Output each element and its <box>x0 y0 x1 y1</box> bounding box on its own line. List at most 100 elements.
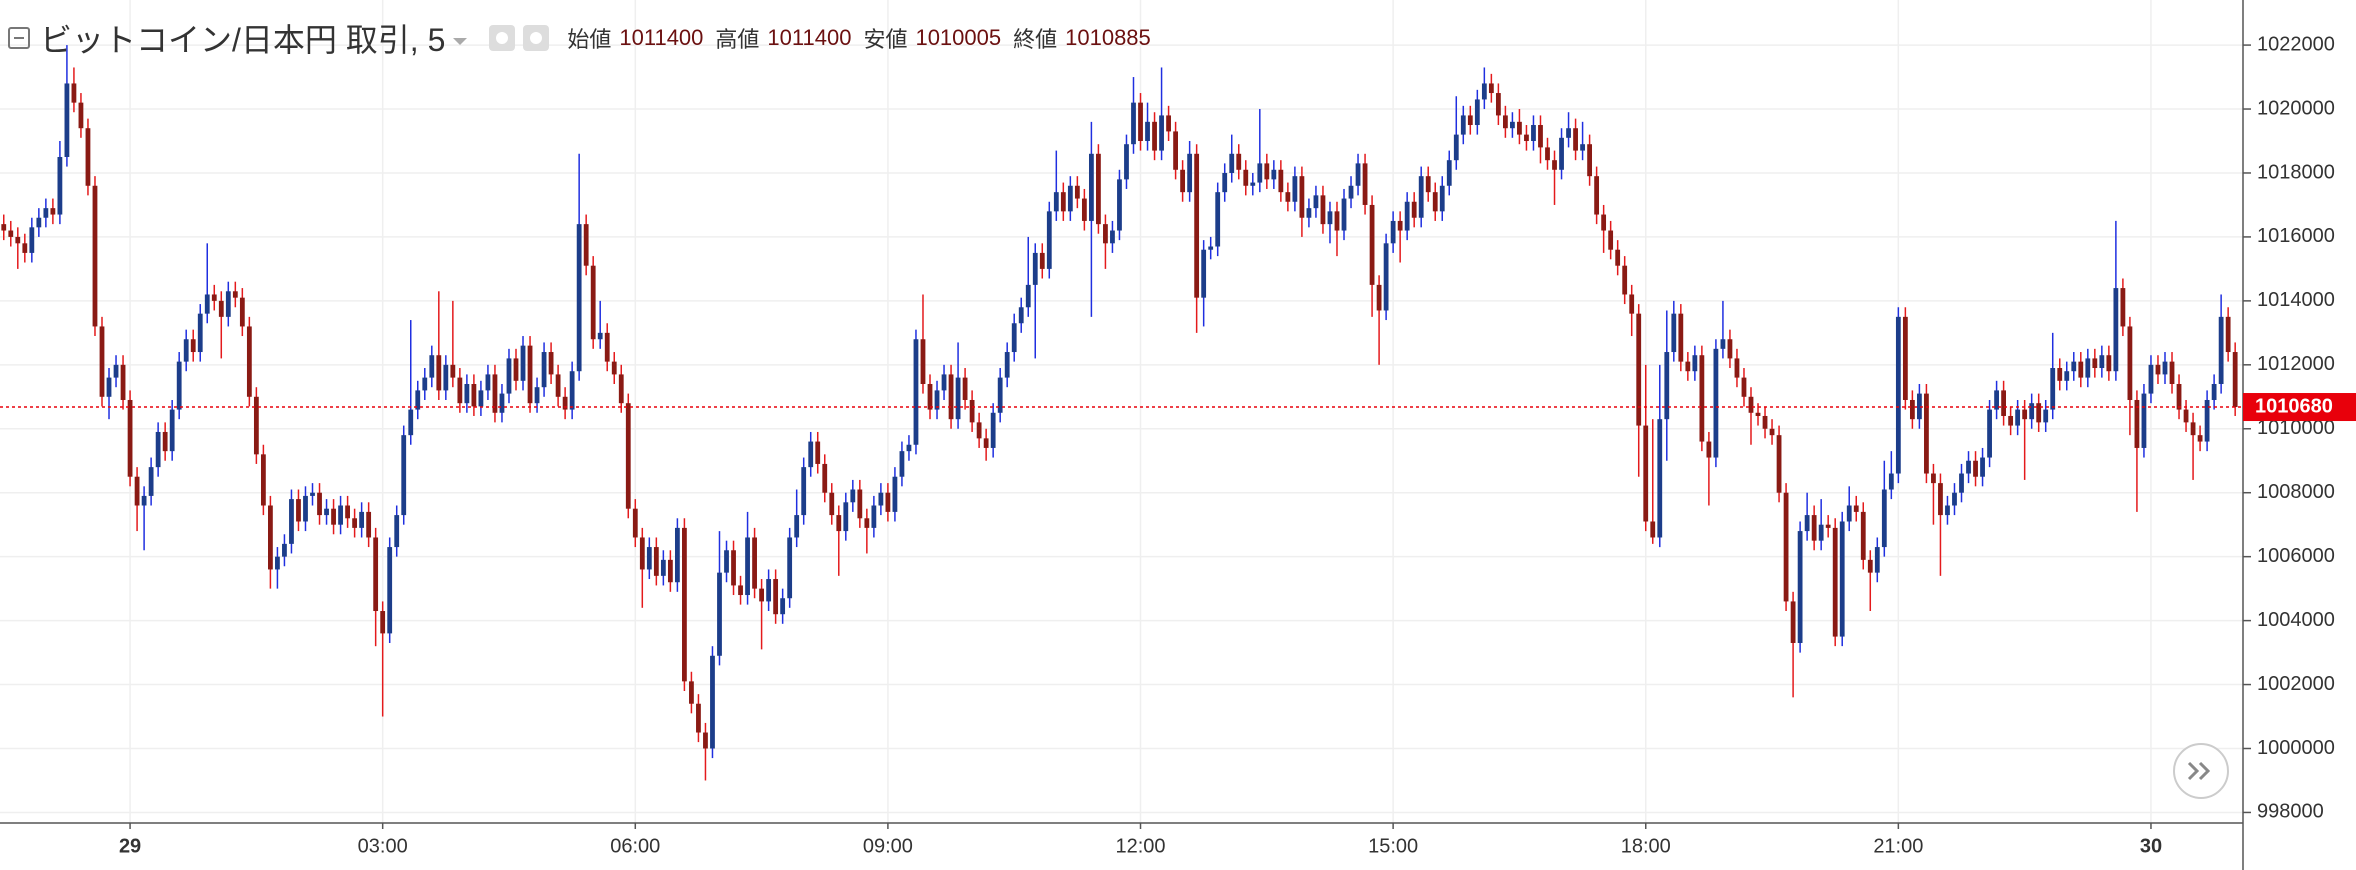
candle-body <box>682 527 687 682</box>
candle-body <box>632 508 638 538</box>
candle-body <box>422 377 428 391</box>
candle-body <box>1467 115 1473 126</box>
ohlc-values: 始値 1011400 高値 1011400 安値 1010005 終値 1010885 <box>567 22 1162 54</box>
candle-body <box>2218 316 2224 385</box>
candle-body <box>394 515 400 548</box>
candle-body <box>1222 172 1228 193</box>
settings-icon[interactable] <box>523 25 550 51</box>
candle-body <box>36 217 42 228</box>
candle-body <box>317 492 322 516</box>
candle-body <box>1257 163 1263 183</box>
candle-body <box>1755 412 1761 416</box>
ohlc-label: 安値 <box>863 27 908 52</box>
candle-body <box>2078 361 2084 378</box>
candle-body <box>1748 396 1754 413</box>
candle-body <box>1692 355 1698 372</box>
candle-body <box>639 537 645 570</box>
candle-body <box>436 355 442 391</box>
candle-body <box>1327 211 1333 225</box>
candle-body <box>43 208 49 218</box>
dropdown-caret[interactable] <box>453 37 468 45</box>
candle-body <box>864 518 870 528</box>
candle-body <box>1046 211 1052 269</box>
candle-body <box>443 364 449 391</box>
candle-body <box>1025 284 1031 308</box>
candle-body <box>275 556 280 570</box>
scroll-button[interactable] <box>2173 743 2229 799</box>
candle-body <box>1460 115 1466 135</box>
candle-body <box>359 511 365 528</box>
candle-body <box>948 374 954 420</box>
candle-body <box>1060 192 1066 212</box>
candle-body <box>1615 249 1621 266</box>
candle-body <box>703 732 708 749</box>
candle-body <box>1011 323 1017 353</box>
candle-body <box>1502 115 1508 129</box>
candle-body <box>1039 252 1045 269</box>
candle-body <box>534 387 540 404</box>
candle-body <box>590 265 596 340</box>
candle-body <box>1404 201 1410 231</box>
candle-body <box>1138 102 1143 142</box>
visibility-icon[interactable] <box>489 25 516 51</box>
candle-body <box>1341 198 1347 231</box>
candle-body <box>2211 384 2217 400</box>
candle-body <box>983 438 989 448</box>
candle-body <box>197 313 203 353</box>
scroll-button-icon[interactable] <box>2187 761 2211 781</box>
candle-body <box>239 297 245 327</box>
candle-body <box>1411 201 1417 218</box>
candle-body <box>1390 220 1396 244</box>
candle-body <box>1074 185 1080 199</box>
candle-body <box>218 300 224 317</box>
candle-body <box>1495 93 1501 116</box>
candle-body <box>1278 169 1284 193</box>
y-tick-label: 1000000 <box>2257 737 2335 759</box>
candle-body <box>717 572 722 656</box>
ohlc-label: 高値 <box>715 27 760 52</box>
candle-body <box>1881 489 1887 548</box>
candle-body <box>1987 409 1992 458</box>
candle-body <box>50 208 56 215</box>
candle-body <box>871 505 877 528</box>
candle-body <box>2162 361 2168 375</box>
collapse-button[interactable] <box>8 27 30 49</box>
candle-body <box>1874 547 1880 573</box>
y-tick-label: 1014000 <box>2257 289 2335 311</box>
candle-body <box>710 655 715 749</box>
candle-body <box>667 559 673 583</box>
candle-body <box>1818 524 1824 541</box>
candle-body <box>2029 403 2035 420</box>
scroll-button-circle[interactable] <box>2173 743 2229 799</box>
candle-body <box>1587 144 1593 177</box>
candle-body <box>583 224 589 266</box>
candle-body <box>2106 355 2112 372</box>
candle-body <box>906 444 912 452</box>
y-tick-label: 1002000 <box>2257 673 2335 695</box>
legend-header: ビットコイン/日本円 取引, 5 始値 1011400 高値 1011400 安値 101… <box>8 14 1163 62</box>
candle-body <box>373 537 379 612</box>
candle-body <box>689 681 694 704</box>
candle-body <box>962 377 968 400</box>
candle-body <box>1208 246 1214 250</box>
candle-body <box>1524 134 1529 142</box>
candle-body <box>548 352 554 375</box>
candle-body <box>366 511 372 538</box>
candle-body <box>1488 83 1494 94</box>
candle-body <box>1194 153 1200 298</box>
candle-body <box>1376 284 1382 311</box>
candle-body <box>1902 316 1908 400</box>
candle-body <box>843 502 849 532</box>
candle-body <box>1924 393 1929 474</box>
candle-body <box>850 489 856 503</box>
y-tick-label: 1004000 <box>2257 609 2335 631</box>
candle-body <box>1088 153 1094 221</box>
ohlc-value: 1011400 <box>767 25 852 50</box>
candle-body <box>1839 521 1845 637</box>
candle-body <box>1152 121 1157 151</box>
candle-body <box>162 431 168 452</box>
candle-body <box>1117 179 1122 231</box>
candle-body <box>457 377 463 404</box>
